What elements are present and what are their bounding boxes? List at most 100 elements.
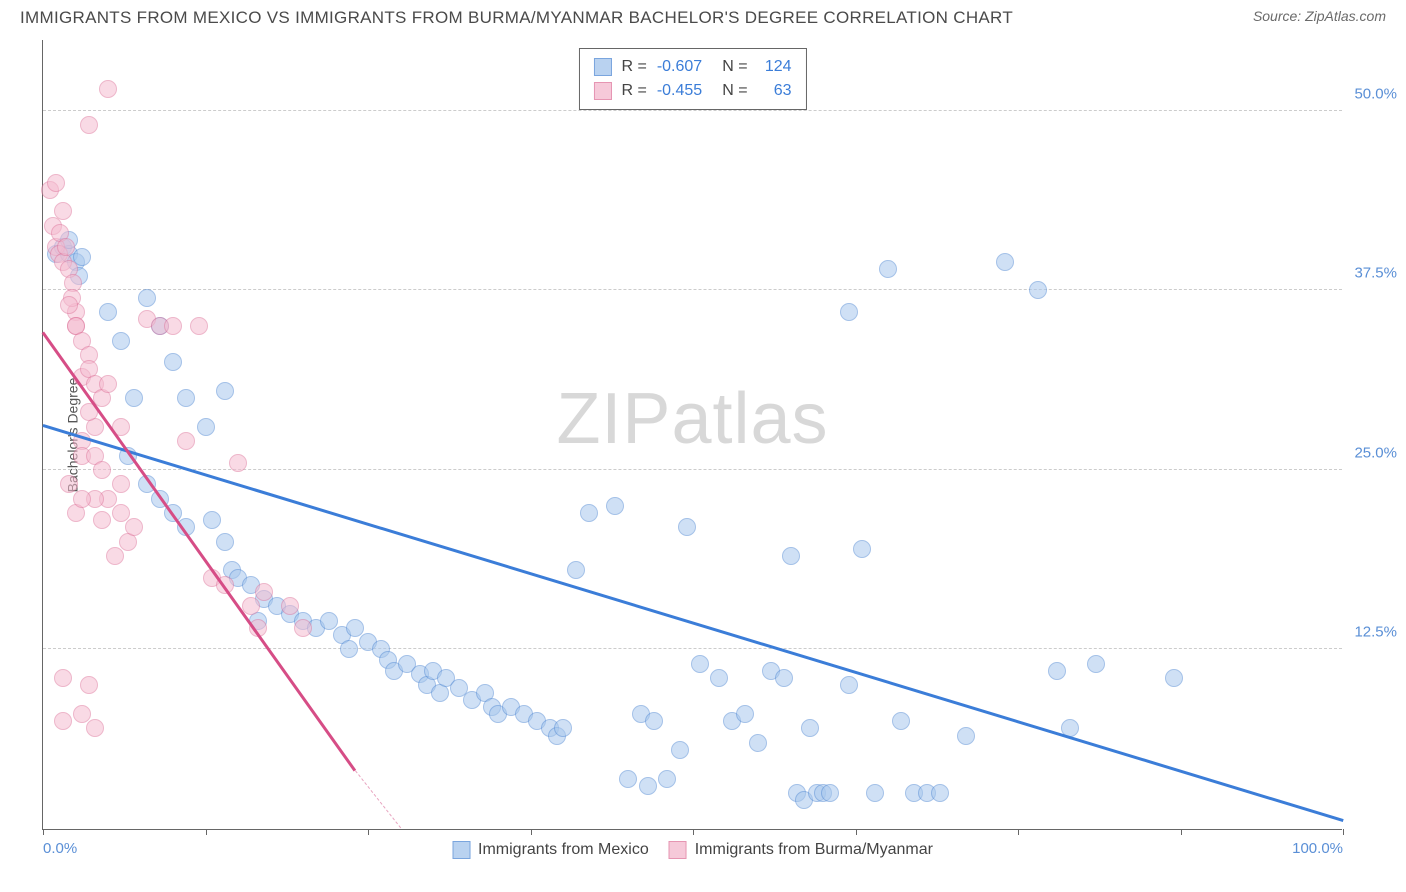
y-tick-label: 37.5% bbox=[1354, 265, 1397, 282]
scatter-point bbox=[112, 332, 130, 350]
scatter-point bbox=[93, 461, 111, 479]
scatter-point bbox=[190, 317, 208, 335]
scatter-point bbox=[112, 475, 130, 493]
scatter-point bbox=[866, 784, 884, 802]
scatter-point bbox=[691, 655, 709, 673]
scatter-point bbox=[99, 80, 117, 98]
source-label: Source: ZipAtlas.com bbox=[1253, 8, 1386, 24]
scatter-point bbox=[996, 253, 1014, 271]
scatter-point bbox=[177, 389, 195, 407]
scatter-point bbox=[678, 518, 696, 536]
scatter-point bbox=[554, 719, 572, 737]
scatter-point bbox=[229, 454, 247, 472]
scatter-point bbox=[255, 583, 273, 601]
stats-legend: R =-0.607N =124R =-0.455N =63 bbox=[578, 48, 806, 110]
x-tick bbox=[531, 829, 532, 835]
scatter-point bbox=[340, 640, 358, 658]
legend-stats-row: R =-0.455N =63 bbox=[593, 79, 791, 103]
scatter-point bbox=[86, 719, 104, 737]
legend-series-label: Immigrants from Mexico bbox=[478, 841, 649, 859]
legend-swatch bbox=[593, 82, 611, 100]
scatter-point bbox=[879, 260, 897, 278]
scatter-point bbox=[106, 547, 124, 565]
scatter-point bbox=[775, 669, 793, 687]
scatter-point bbox=[54, 669, 72, 687]
scatter-point bbox=[177, 432, 195, 450]
scatter-point bbox=[658, 770, 676, 788]
scatter-point bbox=[99, 303, 117, 321]
scatter-point bbox=[54, 712, 72, 730]
legend-n-label: N = bbox=[722, 79, 747, 103]
x-tick bbox=[43, 829, 44, 835]
scatter-point bbox=[639, 777, 657, 795]
scatter-point bbox=[782, 547, 800, 565]
scatter-point bbox=[47, 174, 65, 192]
scatter-point bbox=[112, 504, 130, 522]
y-tick-label: 25.0% bbox=[1354, 444, 1397, 461]
legend-r-label: R = bbox=[621, 55, 646, 79]
scatter-point bbox=[1165, 669, 1183, 687]
scatter-point bbox=[749, 734, 767, 752]
chart-plot-area: Bachelor's Degree ZIPatlas R =-0.607N =1… bbox=[42, 40, 1342, 830]
legend-series-label: Immigrants from Burma/Myanmar bbox=[695, 841, 933, 859]
scatter-point bbox=[567, 561, 585, 579]
scatter-point bbox=[93, 511, 111, 529]
legend-series-item: Immigrants from Burma/Myanmar bbox=[669, 841, 933, 859]
legend-series-item: Immigrants from Mexico bbox=[452, 841, 649, 859]
watermark: ZIPatlas bbox=[556, 378, 828, 460]
scatter-point bbox=[853, 540, 871, 558]
scatter-point bbox=[710, 669, 728, 687]
scatter-point bbox=[80, 116, 98, 134]
scatter-point bbox=[57, 238, 75, 256]
scatter-point bbox=[619, 770, 637, 788]
scatter-point bbox=[99, 375, 117, 393]
scatter-point bbox=[801, 719, 819, 737]
x-tick bbox=[1181, 829, 1182, 835]
legend-swatch bbox=[593, 58, 611, 76]
scatter-point bbox=[320, 612, 338, 630]
scatter-point bbox=[821, 784, 839, 802]
scatter-point bbox=[294, 619, 312, 637]
scatter-point bbox=[203, 511, 221, 529]
scatter-point bbox=[931, 784, 949, 802]
x-tick bbox=[693, 829, 694, 835]
scatter-point bbox=[216, 533, 234, 551]
scatter-point bbox=[60, 296, 78, 314]
scatter-point bbox=[73, 490, 91, 508]
scatter-point bbox=[60, 475, 78, 493]
scatter-point bbox=[892, 712, 910, 730]
chart-title: IMMIGRANTS FROM MEXICO VS IMMIGRANTS FRO… bbox=[20, 8, 1013, 28]
y-tick-label: 12.5% bbox=[1354, 624, 1397, 641]
scatter-point bbox=[580, 504, 598, 522]
scatter-point bbox=[164, 353, 182, 371]
scatter-point bbox=[216, 382, 234, 400]
scatter-point bbox=[736, 705, 754, 723]
x-tick bbox=[1018, 829, 1019, 835]
x-tick-label: 0.0% bbox=[43, 840, 77, 857]
scatter-point bbox=[80, 676, 98, 694]
scatter-point bbox=[138, 289, 156, 307]
scatter-point bbox=[125, 389, 143, 407]
scatter-point bbox=[281, 597, 299, 615]
legend-r-value: -0.607 bbox=[657, 55, 702, 79]
legend-n-value: 124 bbox=[758, 55, 792, 79]
x-tick bbox=[368, 829, 369, 835]
gridline bbox=[43, 289, 1342, 290]
scatter-point bbox=[197, 418, 215, 436]
scatter-point bbox=[125, 518, 143, 536]
x-tick bbox=[856, 829, 857, 835]
scatter-point bbox=[1048, 662, 1066, 680]
scatter-point bbox=[346, 619, 364, 637]
trend-line bbox=[42, 331, 356, 771]
scatter-point bbox=[957, 727, 975, 745]
x-tick bbox=[1343, 829, 1344, 835]
scatter-point bbox=[671, 741, 689, 759]
x-tick-label: 100.0% bbox=[1292, 840, 1343, 857]
scatter-point bbox=[54, 202, 72, 220]
legend-r-value: -0.455 bbox=[657, 79, 702, 103]
legend-n-label: N = bbox=[722, 55, 747, 79]
scatter-point bbox=[606, 497, 624, 515]
scatter-point bbox=[164, 317, 182, 335]
series-legend: Immigrants from Mexico Immigrants from Bu… bbox=[452, 841, 933, 859]
trend-line bbox=[354, 770, 401, 829]
